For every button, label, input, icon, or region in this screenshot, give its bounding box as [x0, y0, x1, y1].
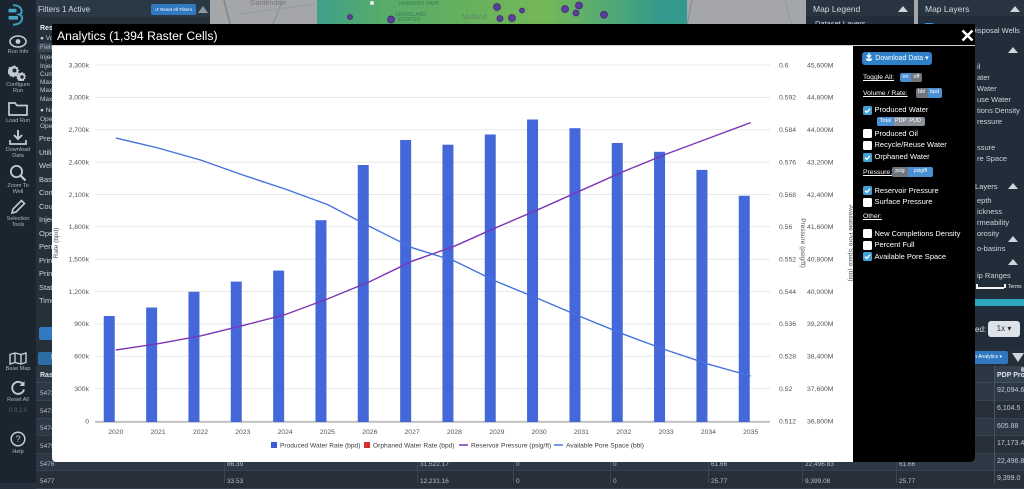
svg-text:39,200M: 39,200M: [807, 321, 834, 328]
svg-text:37,600M: 37,600M: [807, 386, 834, 393]
svg-text:300k: 300k: [74, 386, 89, 393]
svg-text:Available Pore Space (bbl): Available Pore Space (bbl): [847, 205, 854, 282]
svg-text:Reservoir Pressure (psig/ft): Reservoir Pressure (psig/ft): [471, 443, 551, 450]
svg-text:Rate (bpd): Rate (bpd): [53, 228, 60, 259]
svg-text:40,800M: 40,800M: [807, 257, 834, 264]
svg-text:Available Pore Space (bbl): Available Pore Space (bbl): [566, 443, 644, 450]
svg-text:1,500k: 1,500k: [69, 257, 90, 264]
svg-text:3,000k: 3,000k: [69, 95, 90, 102]
svg-text:0.536: 0.536: [779, 321, 796, 328]
svg-text:2027: 2027: [405, 429, 420, 436]
svg-text:2030: 2030: [532, 429, 547, 436]
svg-text:0.6: 0.6: [779, 62, 789, 69]
svg-text:1,800k: 1,800k: [69, 224, 90, 231]
svg-text:0.528: 0.528: [779, 354, 796, 361]
svg-text:40,000M: 40,000M: [807, 289, 834, 296]
svg-text:Midland: Midland: [462, 14, 487, 21]
svg-text:42,400M: 42,400M: [807, 192, 834, 199]
svg-text:0.52: 0.52: [779, 386, 792, 393]
svg-text:36,800M: 36,800M: [807, 418, 834, 425]
svg-text:Orphaned Water Rate (bpd): Orphaned Water Rate (bpd): [373, 443, 455, 450]
svg-text:2,100k: 2,100k: [69, 192, 90, 199]
svg-text:0.552: 0.552: [779, 257, 796, 264]
svg-text:0.592: 0.592: [779, 95, 796, 102]
svg-text:45,600M: 45,600M: [807, 62, 834, 69]
svg-text:Pressure (psig/ft): Pressure (psig/ft): [799, 218, 806, 268]
svg-text:2,700k: 2,700k: [69, 127, 90, 134]
svg-text:2033: 2033: [659, 429, 674, 436]
svg-text:Produced Water Rate (bpd): Produced Water Rate (bpd): [280, 443, 360, 450]
svg-text:900k: 900k: [74, 321, 89, 328]
svg-text:0.576: 0.576: [779, 159, 796, 166]
svg-text:2024: 2024: [278, 429, 293, 436]
svg-text:0.56: 0.56: [779, 224, 792, 231]
svg-text:2022: 2022: [193, 429, 208, 436]
svg-text:3,300k: 3,300k: [69, 62, 90, 69]
svg-text:0: 0: [85, 418, 89, 425]
svg-text:0.512: 0.512: [779, 418, 796, 425]
svg-text:43,200M: 43,200M: [807, 159, 834, 166]
svg-text:2028: 2028: [447, 429, 462, 436]
svg-text:2,400k: 2,400k: [69, 159, 90, 166]
svg-text:600k: 600k: [74, 354, 89, 361]
svg-text:2034: 2034: [701, 429, 716, 436]
svg-text:2032: 2032: [616, 429, 631, 436]
svg-text:0.568: 0.568: [779, 192, 796, 199]
svg-text:2023: 2023: [235, 429, 250, 436]
svg-text:Gardendale: Gardendale: [250, 0, 287, 7]
svg-text:2026: 2026: [362, 429, 377, 436]
svg-text:2029: 2029: [489, 429, 504, 436]
svg-text:0.584: 0.584: [779, 127, 796, 134]
svg-text:38,400M: 38,400M: [807, 354, 834, 361]
svg-text:2031: 2031: [574, 429, 589, 436]
svg-text:2021: 2021: [151, 429, 166, 436]
svg-text:0.544: 0.544: [779, 289, 796, 296]
svg-text:FAIRMONT PARK: FAIRMONT PARK: [399, 1, 440, 7]
svg-text:1,200k: 1,200k: [69, 289, 90, 296]
svg-text:41,600M: 41,600M: [807, 224, 834, 231]
svg-text:GRASSLAND: GRASSLAND: [395, 12, 426, 18]
svg-text:44,000M: 44,000M: [807, 127, 834, 134]
svg-text:?: ?: [15, 434, 20, 444]
svg-text:2020: 2020: [108, 429, 123, 436]
svg-text:2035: 2035: [743, 429, 758, 436]
svg-text:ESTATES: ESTATES: [398, 17, 421, 23]
svg-text:2025: 2025: [320, 429, 335, 436]
svg-text:44,800M: 44,800M: [807, 95, 834, 102]
